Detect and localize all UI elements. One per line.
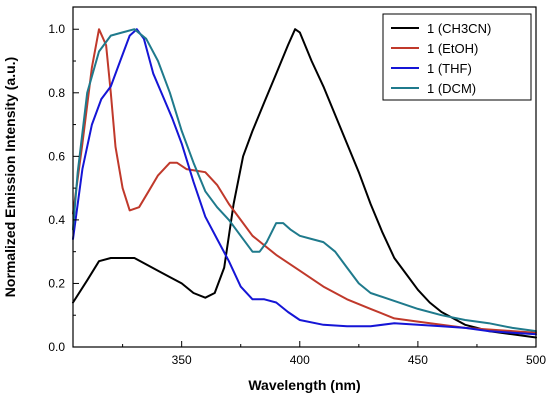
plot-frame xyxy=(72,6,537,348)
legend-label-4: 1 (DCM) xyxy=(427,81,476,96)
x-tick-label: 450 xyxy=(408,353,428,367)
axis-tick-labels: 350 400 450 500 0.0 0.2 0.4 0.6 0.8 1.0 xyxy=(48,22,546,367)
series-line-3 xyxy=(72,28,537,336)
legend-label-2: 1 (EtOH) xyxy=(427,41,478,56)
legend-label-3: 1 (THF) xyxy=(427,61,472,76)
y-tick-label: 1.0 xyxy=(48,22,65,36)
series-line-2 xyxy=(72,28,537,334)
y-tick-label: 0.6 xyxy=(48,149,65,163)
y-tick-label: 0.8 xyxy=(48,86,65,100)
legend-label-1: 1 (CH3CN) xyxy=(427,21,491,36)
x-axis-title: Wavelength (nm) xyxy=(248,377,360,393)
axis-ticks xyxy=(73,28,537,348)
series-line-1 xyxy=(72,28,537,339)
y-axis-title: Normalized Emission Intensity (a.u.) xyxy=(2,57,18,297)
legend: 1 (CH3CN) 1 (EtOH) 1 (THF) 1 (DCM) xyxy=(382,13,532,101)
series-line-4 xyxy=(72,28,537,333)
x-tick-label: 400 xyxy=(290,353,310,367)
series-lines xyxy=(72,28,537,339)
y-tick-label: 0.0 xyxy=(48,340,65,354)
y-tick-label: 0.2 xyxy=(48,276,65,290)
x-tick-label: 350 xyxy=(172,353,192,367)
y-tick-label: 0.4 xyxy=(48,213,65,227)
x-tick-label: 500 xyxy=(526,353,546,367)
